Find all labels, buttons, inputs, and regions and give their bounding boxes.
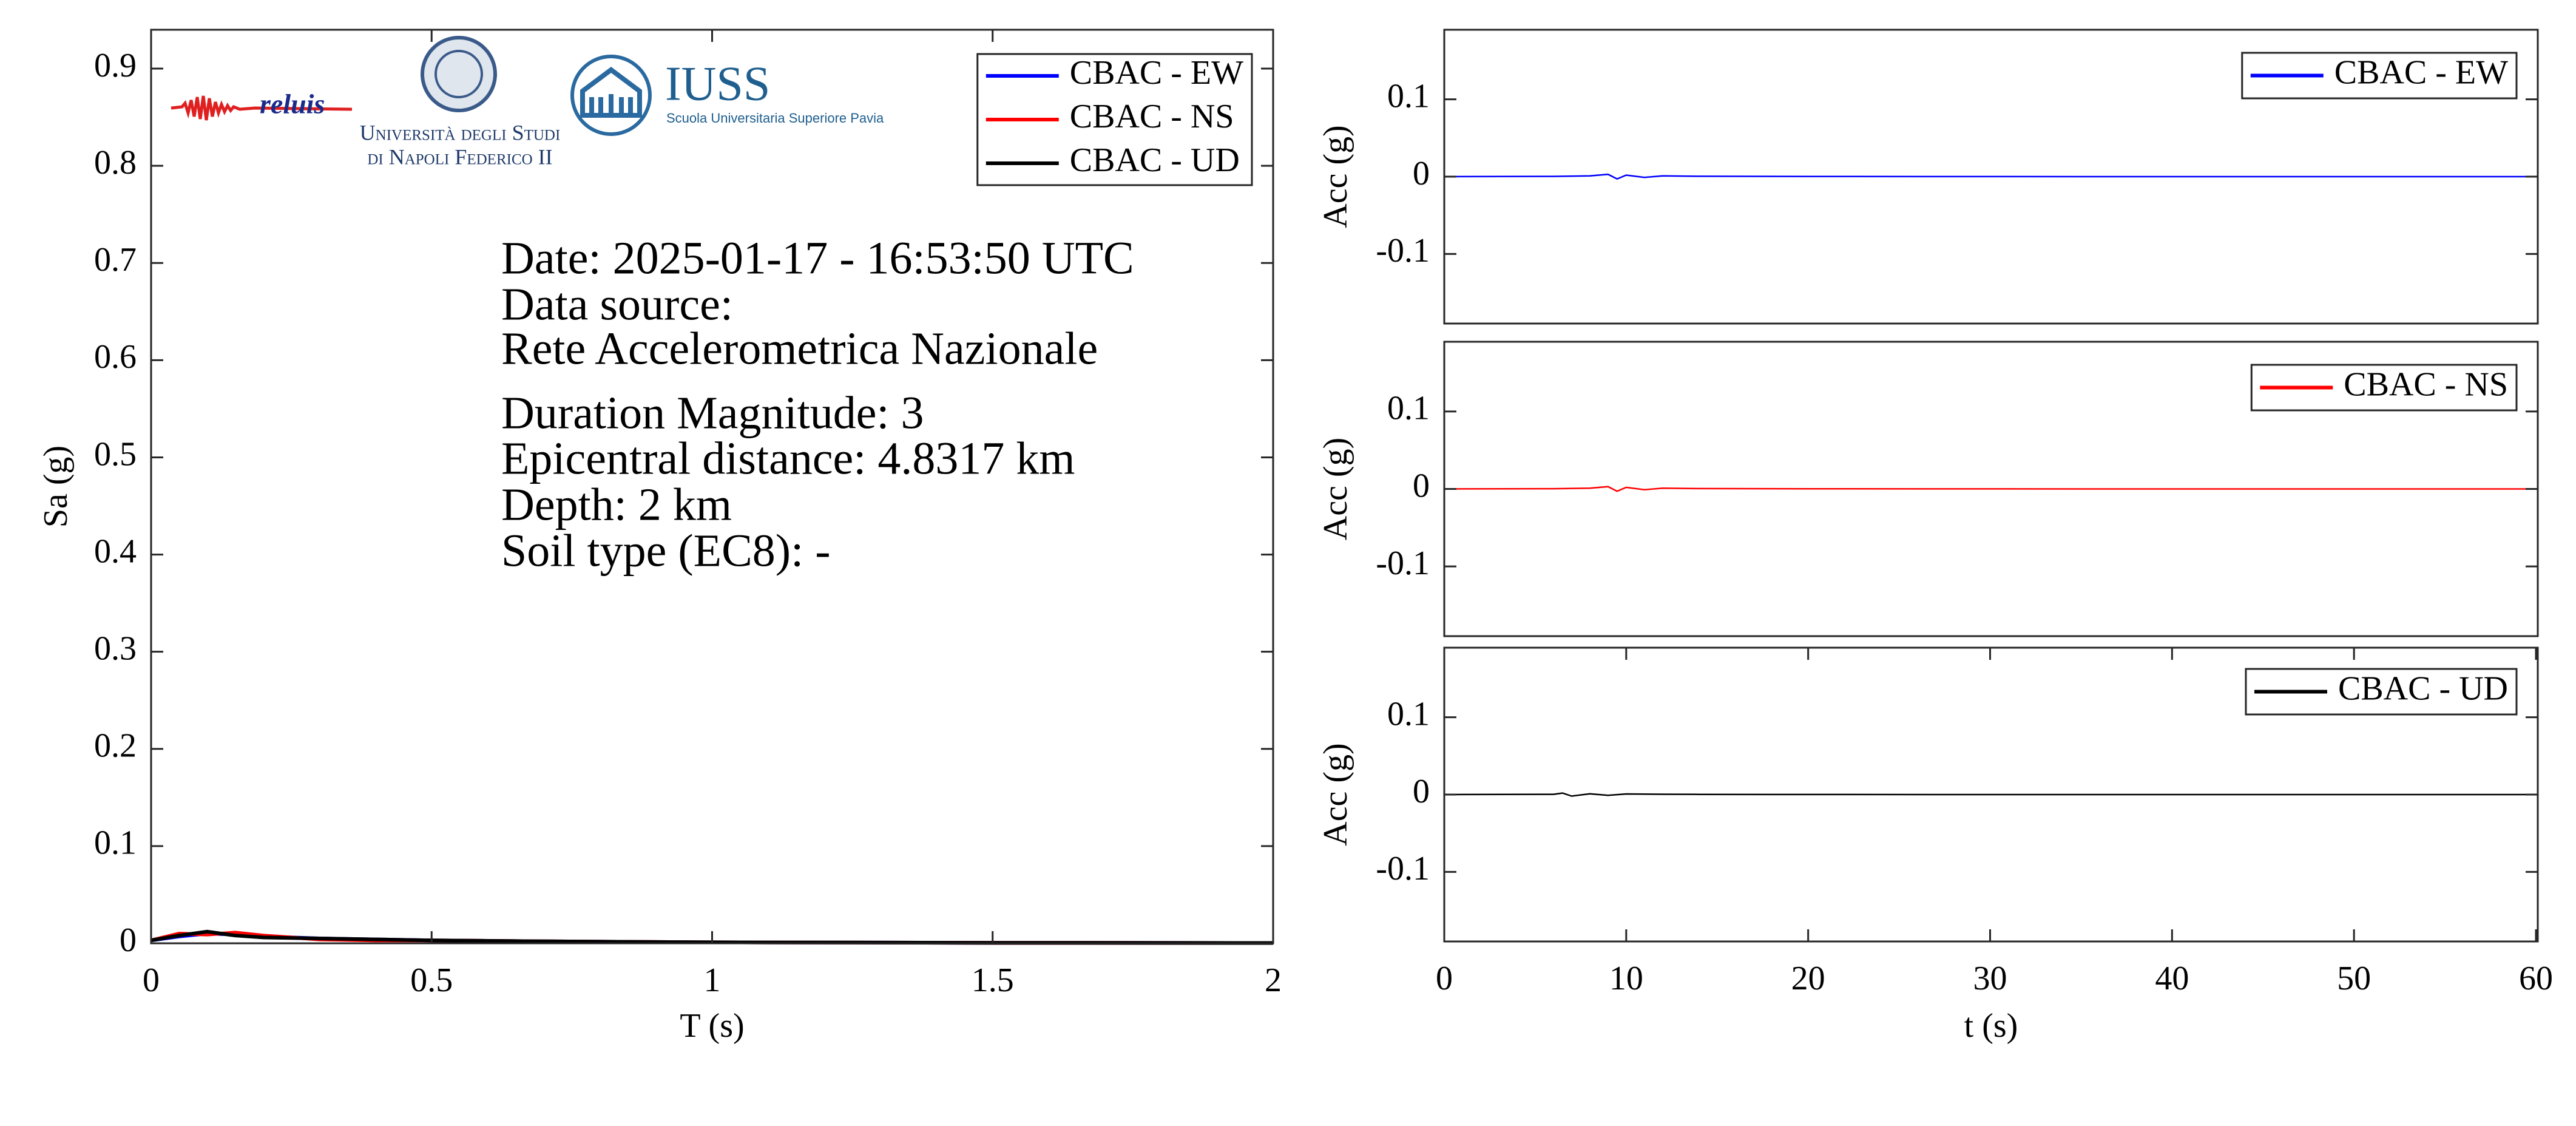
iuss-subtitle: Scuola Universitaria Superiore Pavia bbox=[666, 110, 884, 126]
unina-seal bbox=[421, 36, 497, 112]
logos: reluis Università degli Studi di Napoli … bbox=[171, 36, 884, 169]
unina-seal-inner bbox=[434, 50, 483, 98]
iuss-emblem bbox=[570, 55, 652, 136]
legend: CBAC - EW bbox=[2241, 52, 2518, 100]
legend-label: CBAC - EW bbox=[2334, 53, 2508, 91]
annotation: Rete Accelerometrica Nazionale bbox=[501, 323, 1098, 374]
x-axis-label: T (s) bbox=[680, 1007, 744, 1045]
x-tick-label: 20 bbox=[1791, 960, 1825, 997]
y-tick-label: 0.3 bbox=[94, 630, 137, 668]
y-tick-label: 0 bbox=[120, 921, 137, 959]
x-tick-label: 1 bbox=[704, 962, 721, 999]
legend-label: CBAC - UD bbox=[2338, 670, 2508, 707]
y-tick-label: 0.7 bbox=[94, 241, 137, 279]
annotation: Duration Magnitude: 3 bbox=[501, 387, 924, 438]
x-tick-label: 60 bbox=[2519, 960, 2553, 997]
y-tick-label: 0.5 bbox=[94, 435, 137, 473]
y-axis-label: Acc (g) bbox=[1317, 743, 1354, 846]
annotation: Data source: bbox=[501, 279, 733, 330]
x-tick-label: 40 bbox=[2155, 960, 2189, 997]
unina-text: di Napoli Federico II bbox=[367, 144, 552, 169]
y-tick-label: 0.4 bbox=[94, 532, 137, 570]
iuss-logo-text: IUSS bbox=[665, 57, 770, 110]
y-axis-label: Acc (g) bbox=[1317, 125, 1354, 228]
y-tick-label: 0.2 bbox=[94, 727, 137, 765]
data-line bbox=[1444, 792, 2536, 797]
legend-label: CBAC - NS bbox=[1070, 98, 1234, 135]
y-tick-label: -0.1 bbox=[1376, 544, 1430, 582]
annotation: Epicentral distance: 4.8317 km bbox=[501, 433, 1075, 484]
x-axis-label: t (s) bbox=[1964, 1007, 2018, 1045]
annotation: Depth: 2 km bbox=[501, 479, 732, 530]
y-tick-label: 0 bbox=[1413, 467, 1430, 504]
legend-label: CBAC - EW bbox=[1070, 54, 1243, 92]
x-tick-label: 2 bbox=[1265, 962, 1282, 999]
legend-label: CBAC - NS bbox=[2344, 365, 2508, 403]
unina-text: Università degli Studi bbox=[360, 120, 561, 144]
y-axis-label: Acc (g) bbox=[1317, 438, 1354, 540]
y-axis-label: Sa (g) bbox=[37, 446, 75, 527]
x-tick-label: 30 bbox=[1973, 960, 2007, 997]
iuss-building bbox=[580, 67, 642, 118]
y-tick-label: 0.1 bbox=[94, 824, 137, 862]
annotation: Soil type (EC8): - bbox=[501, 525, 831, 576]
y-tick-label: 0.1 bbox=[1387, 695, 1430, 733]
y-tick-label: 0 bbox=[1413, 773, 1430, 810]
reluis-logo-text: reluis bbox=[260, 89, 325, 120]
x-tick-label: 50 bbox=[2337, 960, 2371, 997]
y-tick-label: 0.9 bbox=[94, 47, 137, 84]
reluis-wave bbox=[171, 95, 353, 121]
legend: CBAC - NS bbox=[2250, 364, 2518, 412]
annotation: Date: 2025-01-17 - 16:53:50 UTC bbox=[501, 232, 1134, 283]
y-tick-label: -0.1 bbox=[1376, 850, 1430, 887]
y-tick-label: 0 bbox=[1413, 155, 1430, 192]
data-line bbox=[1444, 486, 2536, 492]
y-tick-label: 0.1 bbox=[1387, 390, 1430, 427]
y-tick-label: 0.6 bbox=[94, 338, 137, 376]
y-tick-label: 0.8 bbox=[94, 144, 137, 181]
x-tick-label: 1.5 bbox=[972, 962, 1014, 999]
x-tick-label: 0 bbox=[143, 962, 160, 999]
legend-label: CBAC - UD bbox=[1070, 141, 1240, 179]
legend: CBAC - UD bbox=[2245, 668, 2518, 716]
x-tick-label: 0.5 bbox=[410, 962, 453, 999]
legend: CBAC - EW CBAC - NS CBAC - UD bbox=[976, 53, 1253, 186]
y-tick-label: 0.1 bbox=[1387, 77, 1430, 115]
y-tick-label: -0.1 bbox=[1376, 232, 1430, 270]
x-tick-label: 10 bbox=[1609, 960, 1643, 997]
data-line bbox=[1444, 173, 2536, 180]
x-tick-label: 0 bbox=[1436, 960, 1453, 997]
